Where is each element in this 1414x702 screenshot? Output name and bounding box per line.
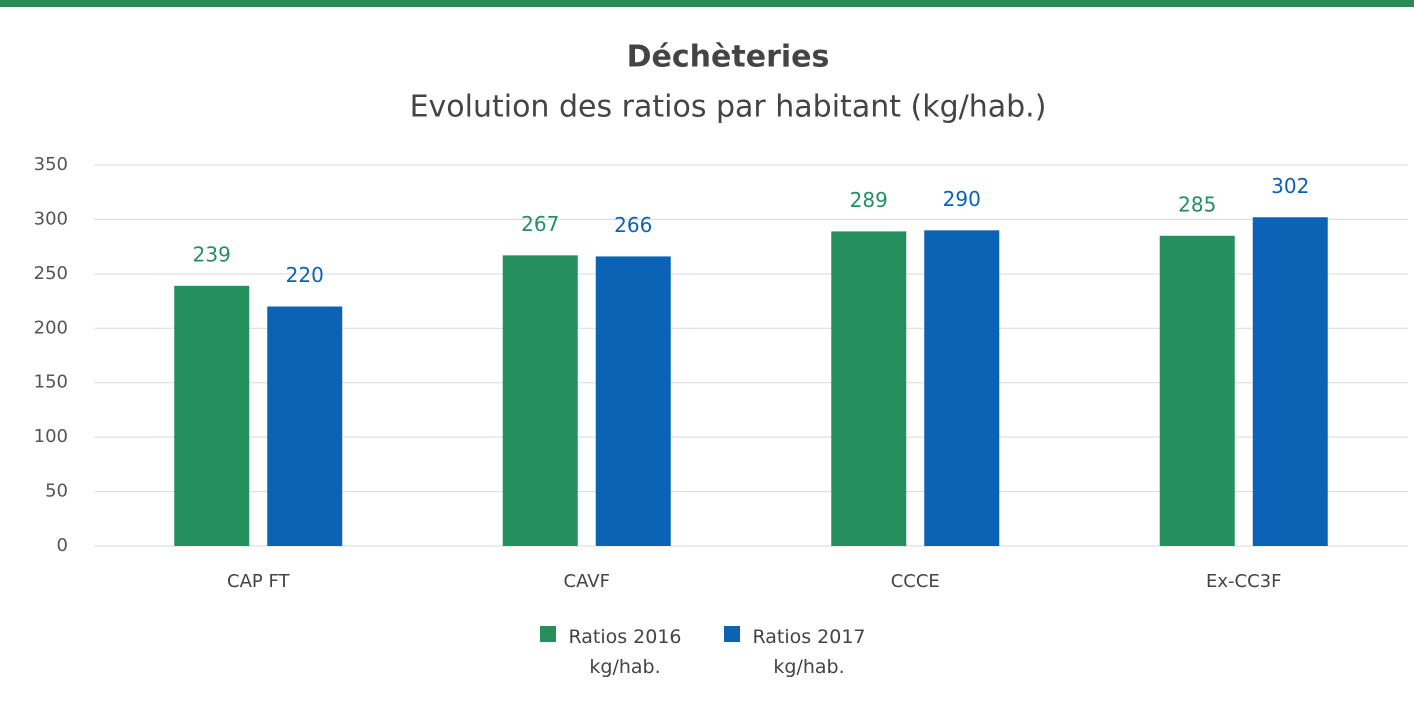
bar — [1252, 217, 1328, 546]
bar — [502, 255, 578, 546]
legend-swatch — [540, 626, 556, 642]
y-tick-label: 150 — [34, 372, 68, 393]
x-tick-label: CAVF — [564, 571, 610, 592]
top-strip — [0, 0, 1414, 7]
x-tick-label: CAP FT — [227, 571, 290, 592]
legend: Ratios 2016 kg/hab. Ratios 2017 kg/hab. — [0, 622, 1414, 682]
y-tick-label: 100 — [34, 426, 68, 447]
value-label: 239 — [193, 242, 231, 266]
y-tick-label: 0 — [57, 535, 68, 556]
value-label: 267 — [521, 212, 559, 236]
chart-title: Déchèteries — [627, 40, 830, 75]
value-label: 266 — [614, 213, 652, 237]
y-tick-label: 250 — [34, 263, 68, 284]
value-label: 290 — [943, 187, 981, 211]
legend-swatch — [724, 626, 740, 642]
y-tick-label: 300 — [34, 208, 68, 229]
x-tick-label: CCCE — [891, 571, 940, 592]
bar — [595, 256, 671, 546]
bar — [174, 285, 250, 546]
y-tick-label: 200 — [34, 317, 68, 338]
value-label: 289 — [850, 188, 888, 212]
y-tick-label: 350 — [34, 154, 68, 175]
y-tick-label: 50 — [45, 481, 68, 502]
bar — [831, 231, 907, 546]
bar — [924, 230, 1000, 547]
bar — [267, 306, 343, 546]
legend-item: Ratios 2017 kg/hab. — [724, 622, 874, 682]
legend-label: Ratios 2017 kg/hab. — [752, 626, 866, 678]
value-label: 220 — [286, 263, 324, 287]
value-label: 302 — [1271, 174, 1309, 198]
value-label: 285 — [1178, 192, 1216, 216]
chart-subtitle: Evolution des ratios par habitant (kg/ha… — [410, 90, 1047, 125]
legend-item: Ratios 2016 kg/hab. — [540, 622, 690, 682]
bar — [1159, 235, 1235, 546]
legend-label: Ratios 2016 kg/hab. — [568, 626, 682, 678]
x-tick-label: Ex-CC3F — [1206, 571, 1281, 592]
